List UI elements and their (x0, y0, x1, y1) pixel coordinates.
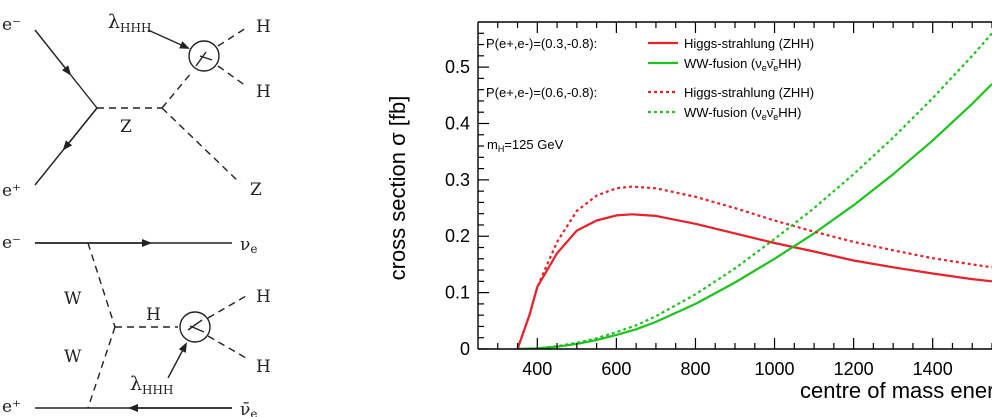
label-coupling-top: λHHH (108, 11, 151, 35)
z-out-line (161, 107, 241, 184)
legend: P(e+,e-)=(0.3,-0.8): Higgs-strahlung (ZHH… (486, 36, 814, 154)
triple-higgs-vertex (188, 40, 220, 72)
y-tick-label: 0.4 (445, 113, 470, 133)
higgs-out-line-bottom-1 (207, 295, 247, 319)
label-z-out: Z (250, 180, 262, 200)
y-tick-label: 0.2 (445, 226, 470, 246)
higgs-mass-annotation: mH=125 GeV (487, 137, 564, 154)
label-e-plus-top: e⁺ (2, 181, 21, 201)
series-line-0 (516, 213, 992, 349)
higgs-line-to-vertex (161, 71, 193, 109)
triple-higgs-vertex-bottom (179, 311, 211, 343)
coupling-arrow (147, 29, 190, 49)
label-h-out-1-bottom: H (256, 287, 271, 307)
legend-entry-text: WW-fusion (νeν̄eHH) (684, 56, 801, 73)
y-tick-label: 0.5 (445, 57, 470, 77)
x-tick-label: 1200 (834, 359, 874, 379)
x-tick-label: 1400 (913, 359, 953, 379)
y-tick-label: 0 (460, 339, 470, 359)
axes-layer: 400 600 800 1000 1200 1400 0 0.1 0.2 0.3 0.4 0.5 (445, 21, 992, 379)
label-nubar-e: ν̄e (240, 400, 257, 417)
label-e-minus-bottom: e⁻ (2, 233, 21, 253)
label-e-minus-top: e⁻ (2, 15, 21, 35)
x-tick-label: 600 (601, 359, 631, 379)
y-tick-label: 0.3 (445, 170, 470, 190)
w-line-upper (87, 242, 116, 328)
y-tick-label: 0.1 (445, 283, 470, 303)
legend-entry-text: Higgs-strahlung (ZHH) (684, 36, 814, 51)
label-h-out-2-top: H (256, 82, 271, 102)
label-h-out-2-bottom: H (256, 357, 271, 377)
series-line-3 (517, 32, 992, 349)
legend-group-label: P(e+,e-)=(0.3,-0.8): (486, 36, 597, 51)
feynman-diagram-higgsstrahlung (34, 27, 247, 186)
higgs-out-line-1 (217, 27, 247, 47)
electron-arrow (34, 29, 72, 76)
vertex-mark-bottom-2 (189, 325, 205, 333)
w-line-lower (87, 326, 116, 409)
label-e-plus-bottom: e⁺ (2, 397, 21, 417)
feynman-diagram-ww-fusion (35, 239, 247, 412)
x-tick-label: 1000 (755, 359, 795, 379)
label-z-propagator: Z (120, 117, 132, 137)
legend-entry-text: WW-fusion (νeν̄eHH) (684, 105, 801, 122)
series-line-2 (516, 185, 992, 349)
label-w-lower: W (64, 347, 82, 367)
positron-arrow (62, 107, 98, 151)
cross-section-chart: 400 600 800 1000 1200 1400 0 0.1 0.2 0.3 0.4 0.5 P(… (385, 21, 992, 403)
vertex-mark-2 (199, 55, 213, 61)
coupling-arrow-bottom (167, 342, 187, 379)
series-layer (516, 32, 992, 349)
legend-group-label: P(e+,e-)=(0.6,-0.8): (486, 85, 597, 100)
higgs-out-line-bottom-2 (207, 335, 247, 359)
label-w-upper: W (64, 289, 82, 309)
higgs-out-line-2 (217, 65, 247, 87)
label-nu-e: νe (240, 235, 257, 256)
vertex-mark-bottom-1 (187, 319, 203, 331)
x-axis-label: centre of mass energy [GeV] (800, 378, 992, 403)
x-tick-label: 800 (680, 359, 710, 379)
label-coupling-bottom: λHHH (130, 373, 173, 397)
label-h-propagator: H (146, 305, 161, 325)
series-line-1 (517, 83, 992, 349)
legend-entry-text: Higgs-strahlung (ZHH) (684, 85, 814, 100)
label-h-out-1-top: H (256, 17, 271, 37)
y-axis-label: cross section σ [fb] (385, 96, 410, 281)
x-tick-label: 400 (522, 359, 552, 379)
vertex-mark-1 (195, 51, 207, 67)
